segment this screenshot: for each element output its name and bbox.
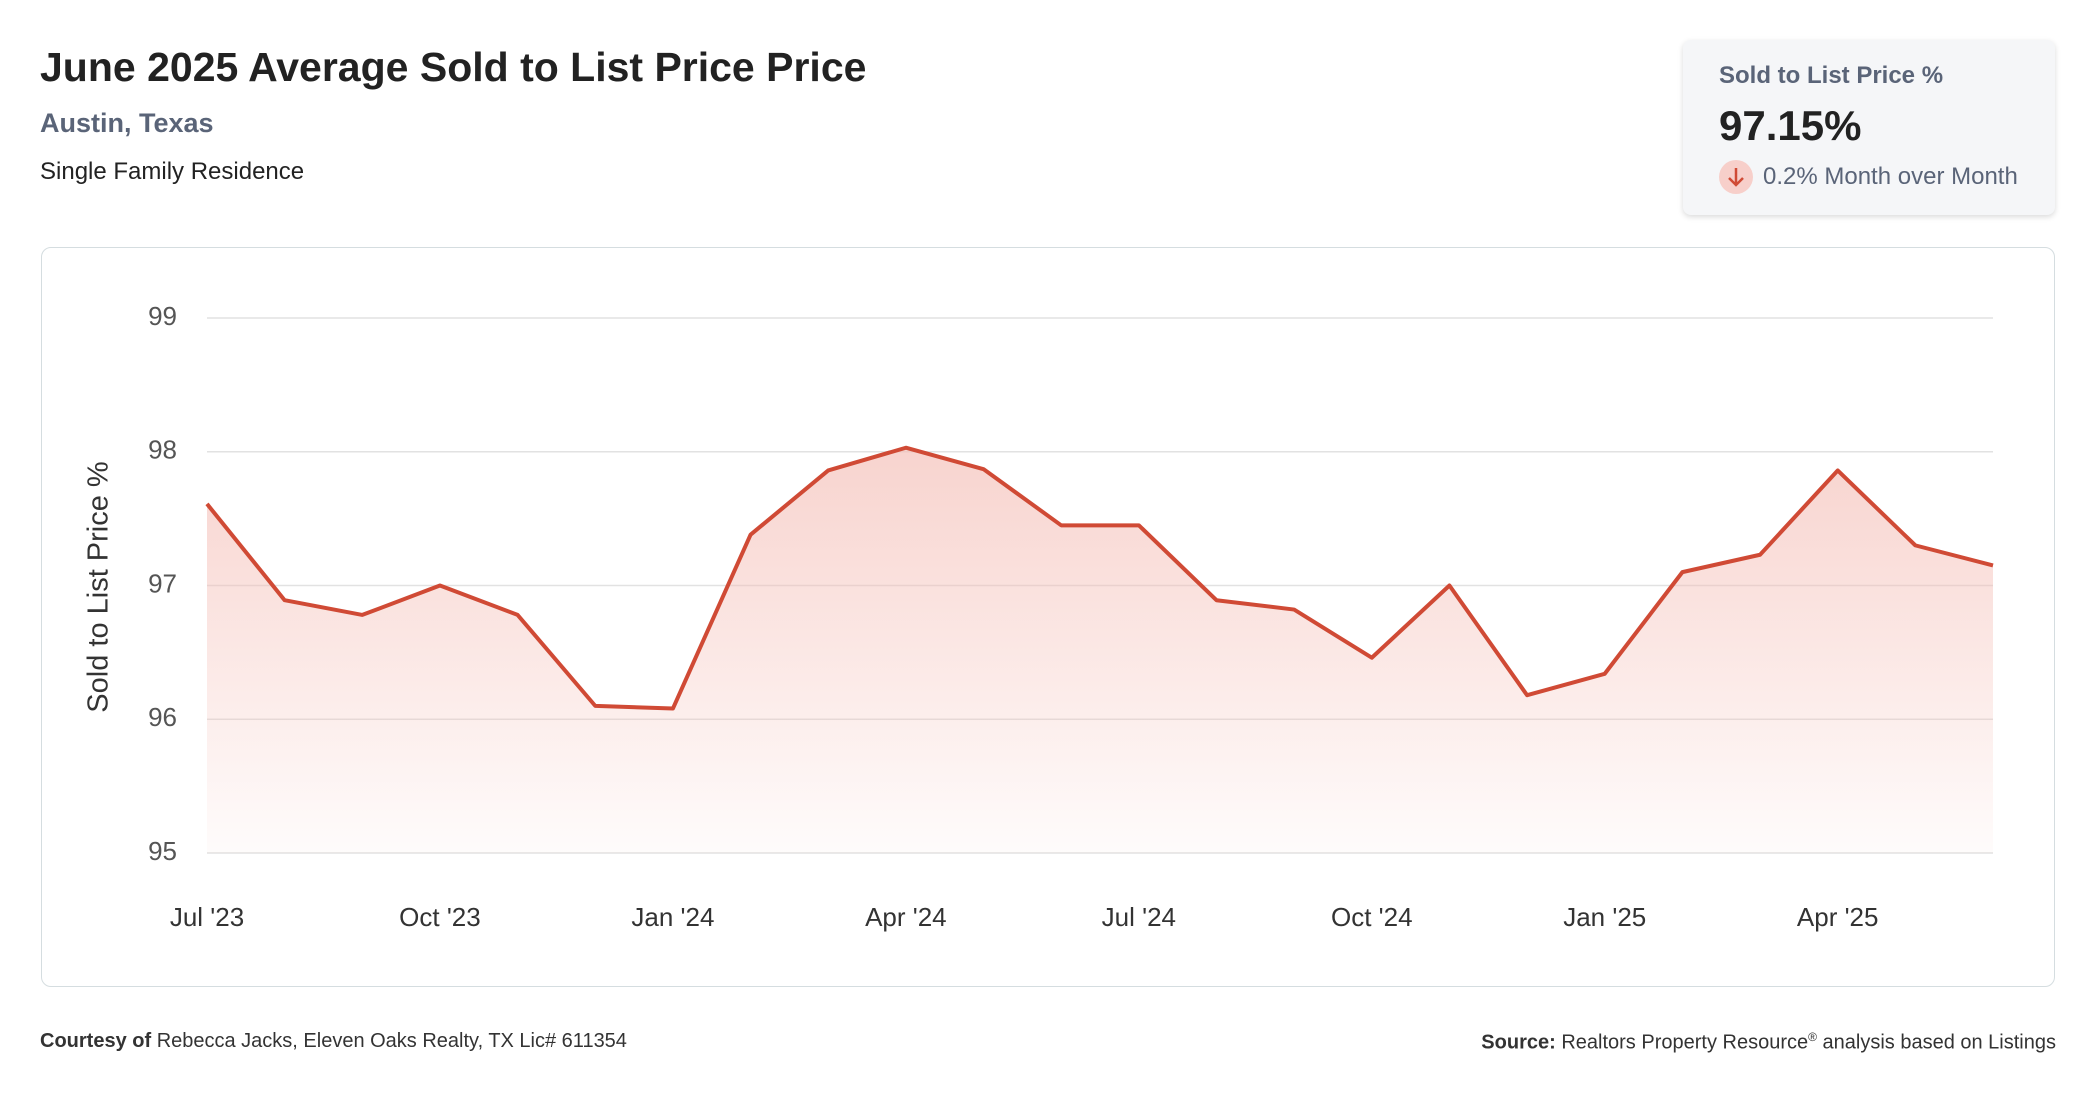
kpi-change: 0.2% Month over Month: [1763, 163, 2018, 190]
down-icon: [1719, 160, 1753, 194]
area: [207, 447, 1993, 853]
source-mark: ®: [1808, 1030, 1817, 1044]
kpi-value: 97.15%: [1719, 102, 1862, 149]
y-tick-label: 99: [148, 301, 177, 331]
source-text: Realtors Property Resource: [1561, 1031, 1809, 1054]
x-tick-label: Oct '24: [1331, 902, 1413, 932]
x-tick-label: Jul '23: [170, 902, 244, 932]
x-tick-label: Apr '25: [1797, 902, 1879, 932]
footer-courtesy: Courtesy of Rebecca Jacks, Eleven Oaks R…: [40, 1030, 627, 1053]
x-tick-label: Apr '24: [865, 902, 947, 932]
y-axis-label: Sold to List Price %: [83, 461, 115, 712]
kpi-card: Sold to List Price % 97.15% 0.2% Month o…: [1683, 40, 2055, 215]
kpi-label: Sold to List Price %: [1719, 62, 1944, 89]
x-tick-label: Jul '24: [1102, 902, 1176, 932]
chart-frame: [41, 247, 2055, 987]
y-tick-label: 96: [148, 702, 177, 732]
x-tick-label: Jan '24: [631, 902, 714, 932]
x-tick-label: Oct '23: [399, 902, 481, 932]
footer-source: Source: Realtors Property Resource® anal…: [1481, 1030, 2056, 1055]
x-tick-label: Jan '25: [1563, 902, 1646, 932]
y-tick-label: 97: [148, 568, 177, 598]
source-label: Source:: [1481, 1031, 1556, 1054]
courtesy-text: Rebecca Jacks, Eleven Oaks Realty, TX Li…: [156, 1030, 627, 1052]
y-tick-label: 98: [148, 435, 177, 465]
line: [205, 445, 1994, 711]
subtitle: Austin, Texas: [40, 108, 214, 138]
property-type: Single Family Residence: [40, 158, 305, 185]
courtesy-label: Courtesy of: [40, 1030, 152, 1052]
chart: Sold to List Price % 95 96 97 98 99 Jul '23 Oc…: [83, 301, 1994, 932]
title: June 2025 Average Sold to List Price Pri…: [40, 44, 867, 90]
source-tail: analysis based on Listings: [1822, 1031, 2056, 1054]
y-tick-label: 95: [148, 836, 177, 866]
